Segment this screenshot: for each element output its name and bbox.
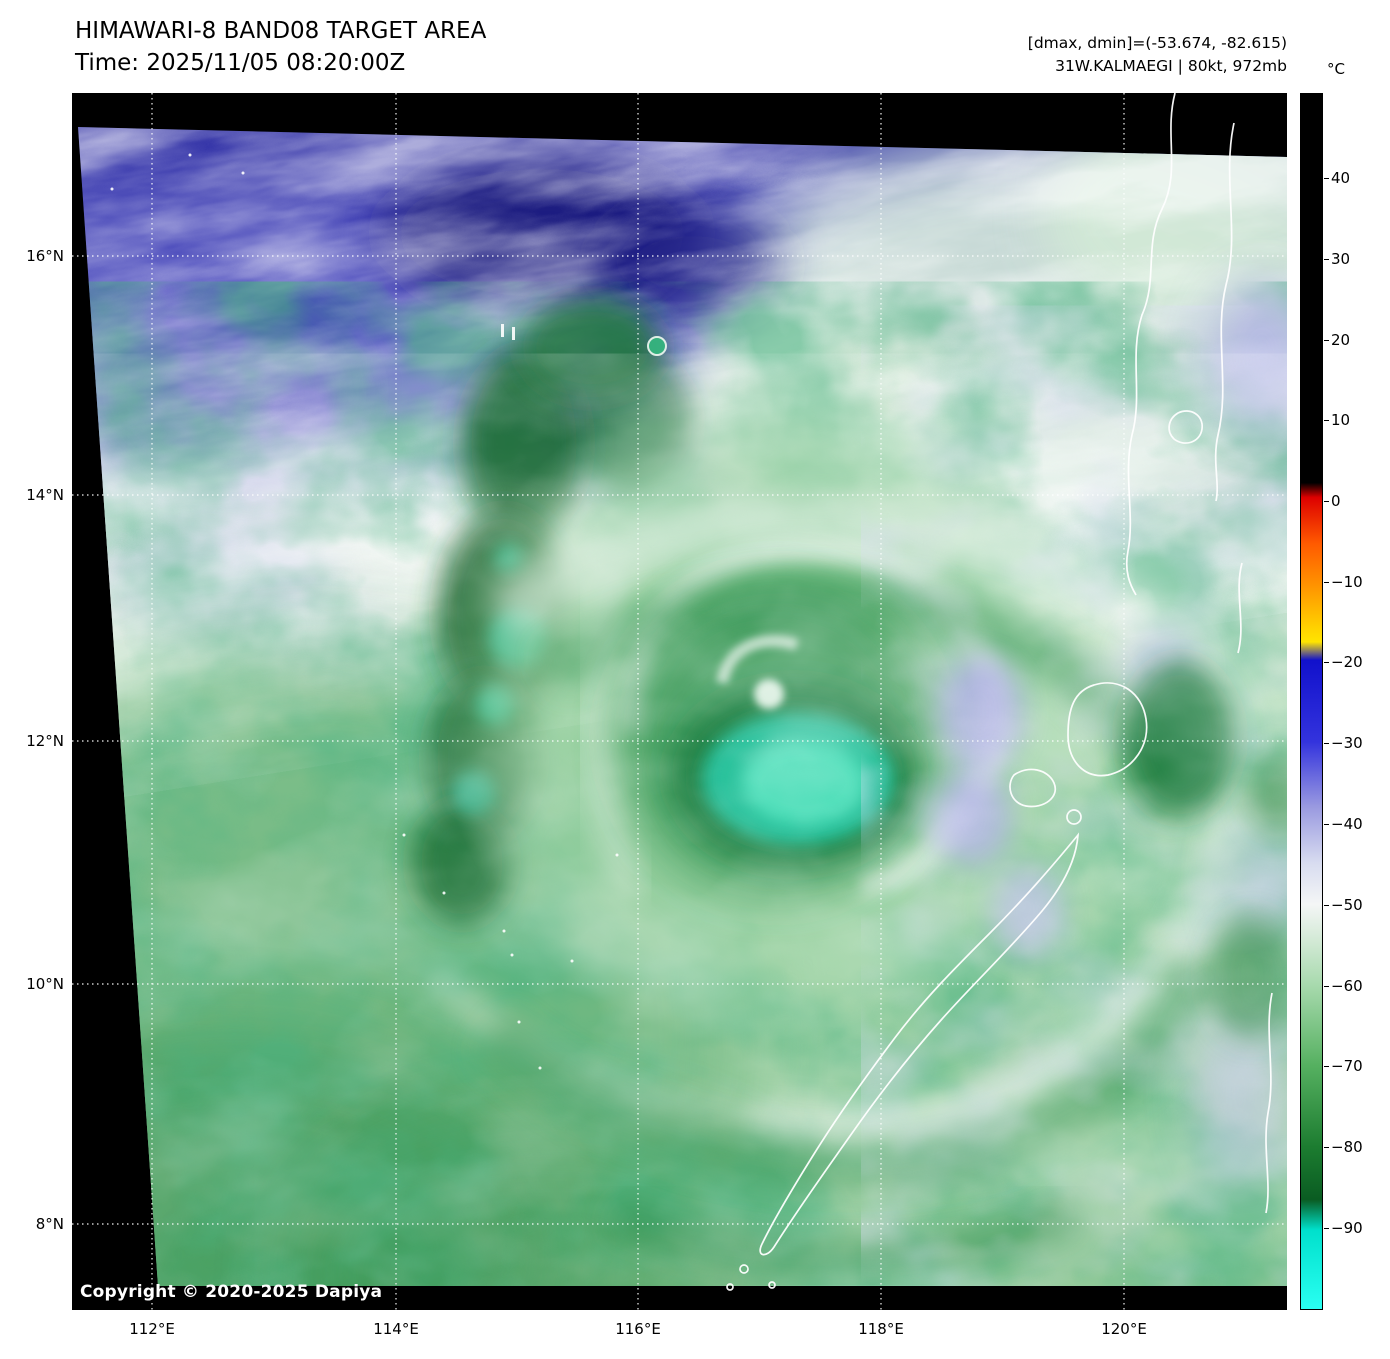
figure-title: HIMAWARI-8 BAND08 TARGET AREA [75, 18, 487, 44]
satellite-scene [72, 93, 1287, 1310]
lon-tick-label-118e: 118°E [858, 1320, 904, 1338]
colorbar-tickmark [1324, 1066, 1329, 1067]
lat-tick-label-16n: 16°N [26, 247, 64, 265]
lon-tick-label-112e: 112°E [129, 1320, 175, 1338]
colorbar-tick-n90: −90 [1331, 1219, 1363, 1237]
colorbar-tickmark [1324, 986, 1329, 987]
colorbar-tick-n30: −30 [1331, 734, 1363, 752]
colorbar-tickmark [1324, 743, 1329, 744]
data-swath [78, 127, 1287, 1286]
lat-tick-label-10n: 10°N [26, 975, 64, 993]
storm-info-label: 31W.KALMAEGI | 80kt, 972mb [1055, 57, 1287, 75]
colorbar-tick-n10: −10 [1331, 573, 1363, 591]
lat-tick-label-14n: 14°N [26, 486, 64, 504]
colorbar-tickmark [1324, 662, 1329, 663]
colorbar-tickmark [1324, 501, 1329, 502]
colorbar-tick-20: 20 [1331, 331, 1351, 349]
colorbar-tick-n60: −60 [1331, 977, 1363, 995]
colorbar-tickmark [1324, 1147, 1329, 1148]
lat-tick-label-12n: 12°N [26, 732, 64, 750]
colorbar-tick-0: 0 [1331, 492, 1341, 510]
colorbar-tickmark [1324, 259, 1329, 260]
colorbar-tickmark [1324, 340, 1329, 341]
dmax-dmin-label: [dmax, dmin]=(-53.674, -82.615) [1027, 34, 1287, 52]
colorbar-tick-30: 30 [1331, 250, 1351, 268]
colorbar-tick-40: 40 [1331, 169, 1351, 187]
colorbar-tick-n80: −80 [1331, 1138, 1363, 1156]
coastline-palawan [759, 832, 1080, 1256]
figure-time: Time: 2025/11/05 08:20:00Z [75, 50, 406, 76]
coastline-mindoro [1067, 682, 1148, 777]
colorbar [1300, 93, 1323, 1310]
colorbar-tickmark [1324, 420, 1329, 421]
satellite-image: Copyright © 2020-2025 Dapiya [72, 93, 1287, 1310]
colorbar-tickmark [1324, 824, 1329, 825]
colorbar-unit-label: °C [1327, 60, 1345, 78]
colorbar-tickmark [1324, 582, 1329, 583]
lon-tick-label-116e: 116°E [615, 1320, 661, 1338]
colorbar-tick-10: 10 [1331, 411, 1351, 429]
colorbar-tick-n50: −50 [1331, 896, 1363, 914]
copyright-label: Copyright © 2020-2025 Dapiya [80, 1282, 383, 1302]
lon-tick-label-120e: 120°E [1101, 1320, 1147, 1338]
lat-tick-label-8n: 8°N [35, 1215, 64, 1233]
colorbar-tick-n40: −40 [1331, 815, 1363, 833]
colorbar-tickmark [1324, 178, 1329, 179]
lon-tick-label-114e: 114°E [373, 1320, 419, 1338]
colorbar-tickmark [1324, 1228, 1329, 1229]
colorbar-tick-n20: −20 [1331, 653, 1363, 671]
speckles [110, 153, 619, 1070]
colorbar-tick-n70: −70 [1331, 1057, 1363, 1075]
colorbar-tickmark [1324, 905, 1329, 906]
coastlines [726, 93, 1273, 1291]
